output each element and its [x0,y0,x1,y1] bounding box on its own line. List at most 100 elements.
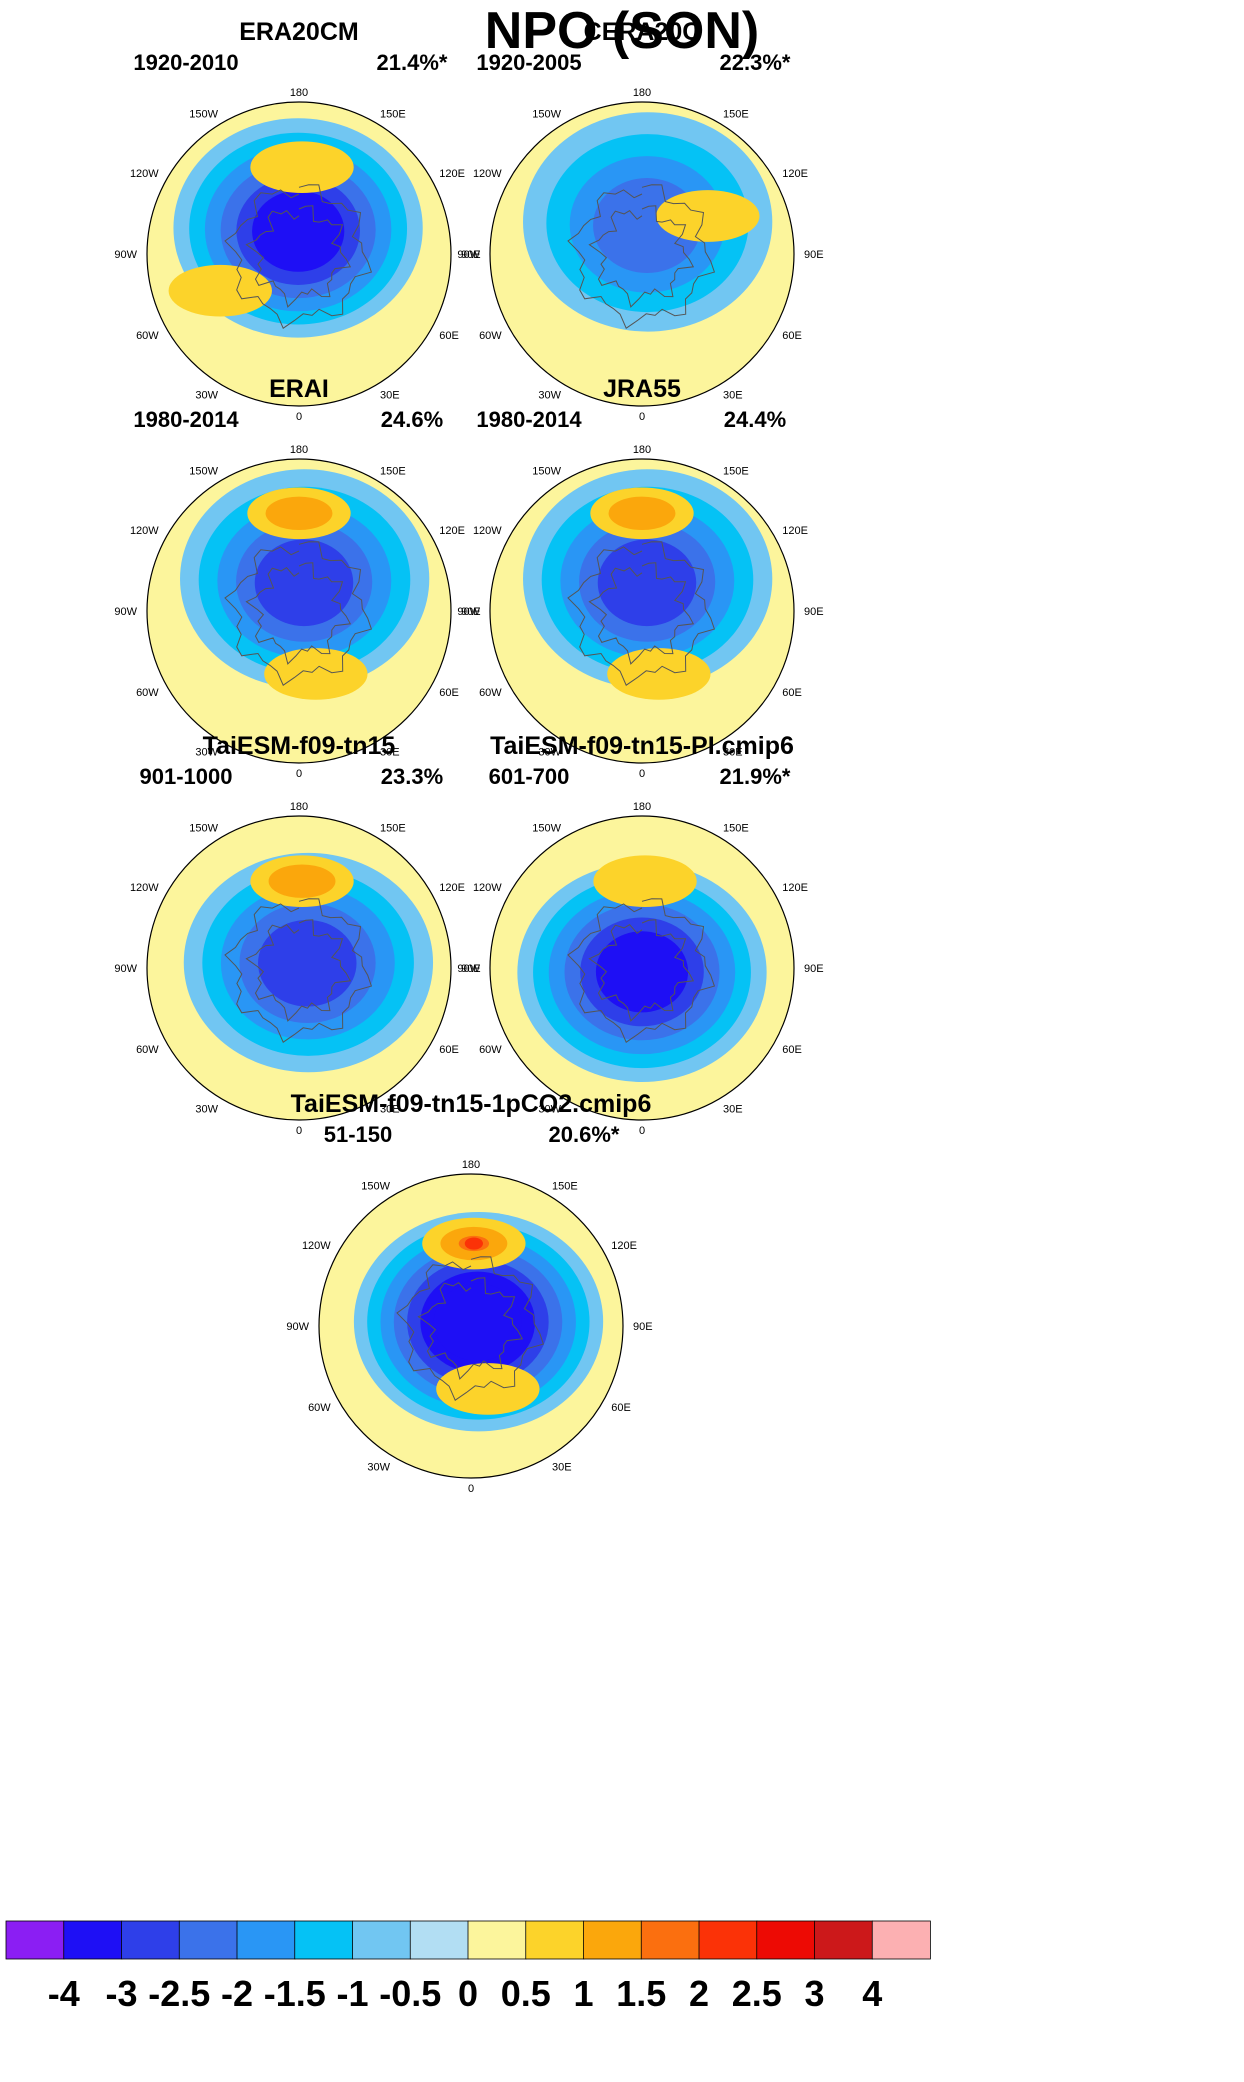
colorbar-label: -2 [221,1973,253,2014]
longitude-label: 120W [130,882,159,894]
colorbar-swatch [467,1920,527,1960]
positive-contour [250,141,354,194]
longitude-label: 60W [136,1044,159,1056]
longitude-label: 90W [114,606,137,618]
longitude-label: 150E [380,466,406,478]
longitude-label: 180 [290,444,308,456]
longitude-label: 60W [136,330,159,342]
map-outline [146,458,452,764]
longitude-label: 120W [473,168,502,180]
map-outline [318,1173,624,1479]
longitude-label: 30W [195,746,218,758]
longitude-label: 30E [380,746,400,758]
longitude-label: 180 [633,87,651,99]
longitude-label: 120W [130,168,159,180]
colorbar-label: -1.5 [264,1973,326,2014]
longitude-label: 120E [782,168,808,180]
longitude-label: 90E [633,1321,653,1333]
longitude-label: 120E [611,1240,637,1252]
map-panel: 180 150E 120E 90E 60E 30E 0 30W 60W 90W 120W 150W Ta… [457,732,823,1137]
anomaly-field [523,112,773,332]
panel-period: 1920-2010 [133,50,238,75]
negative-contour [252,190,345,272]
panel-title: TaiESM-f09-tn15 [203,732,396,760]
coastlines [224,541,373,686]
longitude-label: 90E [804,963,824,975]
longitude-label: 180 [290,87,308,99]
positive-contour [268,864,336,898]
map-outline [146,101,452,407]
colorbar-swatch [814,1920,874,1960]
longitude-label: 30W [367,1461,390,1473]
panel-title: JRA55 [603,375,681,403]
colorbar-label: -2.5 [148,1973,210,2014]
longitude-label: 150W [532,109,561,121]
coastline [224,184,373,329]
longitude-label: 90E [461,249,481,261]
longitude-label: 180 [290,801,308,813]
longitude-label: 90W [114,249,137,261]
coastlines [224,898,373,1043]
coastline [417,1277,524,1380]
longitude-label: 60E [439,687,459,699]
panel-title: TaiESM-f09-tn15-PI.cmip6 [490,732,794,760]
panel-variance: 21.4%* [377,50,448,75]
negative-contour [258,919,357,1007]
longitude-label: 0 [296,768,302,780]
longitude-label: 30E [723,1103,743,1115]
panel-title: CERA20C [584,18,701,46]
panel-variance: 24.6% [381,407,443,432]
longitude-label: 60W [479,1044,502,1056]
positive-contour [168,264,272,317]
longitude-label: 60E [439,1044,459,1056]
colorbar-label: 4 [862,1973,882,2014]
coastline [567,541,716,686]
longitude-label: 30E [380,1103,400,1115]
longitude-label: 0 [468,1483,474,1495]
colorbar-label: 1.5 [616,1973,666,2014]
colorbar-label: 0.5 [501,1973,551,2014]
longitude-label: 90W [457,963,480,975]
longitude-label: 120W [302,1240,331,1252]
longitude-label: 30E [723,389,743,401]
coastlines [224,184,373,329]
longitude-label: 60W [479,687,502,699]
map-panel: 180 150E 120E 90E 60E 30E 0 30W 60W 90W 120W 150W JR… [457,375,823,780]
anomaly-field [517,855,767,1083]
longitude-label: 0 [639,411,645,423]
negative-contour [597,539,697,627]
coastline [245,919,352,1022]
longitude-label: 150W [189,109,218,121]
positive-contour [656,190,760,242]
negative-contour [254,539,354,627]
map-panel: 180 150E 120E 90E 60E 30E 0 30W 60W 90W 120W 150W ER… [114,375,480,780]
positive-contour [464,1237,483,1250]
longitude-label: 150E [723,466,749,478]
longitude-label: 60E [782,330,802,342]
colorbar-swatch [352,1920,412,1960]
longitude-label: 150E [380,109,406,121]
map-panel: 180 150E 120E 90E 60E 30E 0 30W 60W 90W 120W 150W ER… [114,18,480,423]
colorbar-swatch [583,1920,643,1960]
coastline [588,562,695,665]
colorbar-label: 0 [458,1973,478,2014]
longitude-label: 150W [532,823,561,835]
longitude-label: 90W [457,606,480,618]
colorbar-swatch [236,1920,296,1960]
map-outline [489,101,795,407]
longitude-label: 120W [473,525,502,537]
longitude-label: 60E [782,687,802,699]
longitude-label: 150W [361,1181,390,1193]
longitude-label: 0 [296,411,302,423]
longitude-label: 30E [723,746,743,758]
longitude-label: 90E [461,606,481,618]
colorbar-swatch [525,1920,585,1960]
map-outline [489,815,795,1121]
longitude-label: 90W [457,249,480,261]
longitude-label: 90W [114,963,137,975]
longitude-label: 90W [286,1321,309,1333]
colorbar-swatch [5,1920,65,1960]
longitude-label: 30W [195,389,218,401]
map-panel: 180 150E 120E 90E 60E 30E 0 30W 60W 90W 120W 150W CE… [457,18,823,423]
